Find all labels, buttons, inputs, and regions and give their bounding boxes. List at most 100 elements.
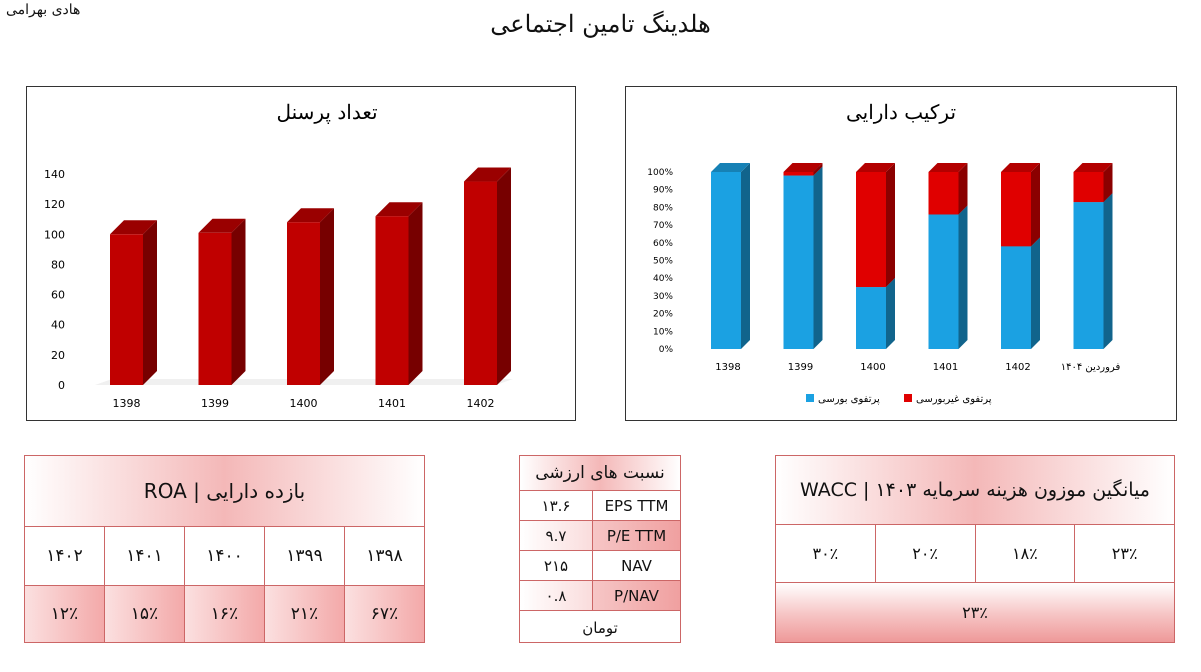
roa-year: ۱۳۹۹ [264,527,344,585]
roa-value: ۶۷٪ [344,586,424,642]
personnel-bar-side [497,167,511,385]
asset-bar-segment [1001,163,1040,247]
asset-x-label: 1402 [1005,362,1030,373]
asset-x-label: 1400 [860,362,885,373]
wacc-title: میانگین موزون هزینه سرمایه ۱۴۰۳ | WACC [776,456,1174,525]
roa-years-row: ۱۳۹۸ ۱۳۹۹ ۱۴۰۰ ۱۴۰۱ ۱۴۰۲ [25,527,424,586]
roa-value: ۱۲٪ [25,586,104,642]
asset-bar-segment-front [1073,172,1104,203]
asset-y-tick: 30% [653,292,673,302]
wacc-rate: ۱۸٪ [974,525,1075,582]
asset-bar-segment [711,163,750,349]
asset-y-tick: 0% [659,345,674,355]
personnel-chart-title: تعداد پرسنل [276,100,377,124]
asset-x-label: 1398 [715,362,740,373]
asset-bar-segment [856,163,895,288]
valuation-row: ۱۳.۶ EPS TTM [520,491,680,521]
personnel-x-label: 1401 [378,397,406,410]
asset-bar-segment [783,163,823,176]
personnel-y-tick: 120 [44,198,65,211]
asset-y-tick: 80% [653,203,673,213]
asset-bar-segment-side [1031,237,1040,349]
asset-bar-segment-side [958,163,968,215]
personnel-bar-front [287,222,320,385]
valuation-row: ۰.۸ P/NAV [520,581,680,611]
personnel-x-label: 1399 [201,397,229,410]
valuation-panel: نسبت های ارزشی ۱۳.۶ EPS TTM ۹.۷ P/E TTM … [519,455,681,643]
asset-bar-segment-side [958,205,968,349]
roa-title: بازده دارایی | ROA [25,456,424,527]
asset-x-label: 1399 [788,362,813,373]
asset-bar-segment [783,166,823,349]
asset-y-tick: 90% [653,186,673,196]
asset-bar-segment-front [856,172,886,288]
wacc-rate: ۳۰٪ [812,544,839,563]
wacc-average: ۲۳٪ [776,583,1174,642]
legend-label: پرتفوی بورسی [818,394,880,405]
personnel-y-tick: 100 [44,228,65,241]
personnel-y-tick: 140 [44,168,65,181]
personnel-bar-side [143,220,157,385]
personnel-bar-top [464,167,511,182]
personnel-x-label: 1398 [113,397,141,410]
personnel-bar [110,220,157,385]
asset-bar-segment [928,205,968,349]
valuation-label: P/E TTM [593,521,680,550]
asset-y-tick: 40% [653,274,673,284]
asset-bar-segment-top [856,163,895,172]
wacc-rate: ۲۰٪ [874,525,975,582]
author-name: هادی بهرامی [6,2,81,18]
valuation-row: ۲۱۵ NAV [520,551,680,581]
personnel-bar-top [198,218,246,233]
wacc-panel: میانگین موزون هزینه سرمایه ۱۴۰۳ | WACC ۲… [775,455,1175,643]
asset-y-tick: 10% [653,327,673,337]
asset-composition-chart-svg: ترکیب دارایی 0% 10% 20% 30% 40% 50% 60% 70% 80% 9… [647,100,1120,405]
personnel-y-tick: 80 [51,258,65,271]
valuation-value: ۰.۸ [520,581,593,610]
personnel-y-axis: 0 20 40 60 80 100 120 140 [44,168,65,392]
legend-swatch [904,394,912,402]
asset-y-tick: 70% [653,221,673,231]
asset-y-tick: 20% [653,310,673,320]
personnel-bar-front [464,181,497,385]
valuation-unit: تومان [582,618,618,637]
roa-value: ۱۶٪ [184,586,264,642]
roa-year: ۱۴۰۲ [46,546,83,566]
asset-composition-chart: ترکیب دارایی 0% 10% 20% 30% 40% 50% 60% 70% 80% 9… [625,86,1177,421]
asset-bar-segment-side [886,278,895,349]
valuation-label: EPS TTM [604,496,669,515]
asset-bar-segment-side [813,163,823,176]
roa-year: ۱۴۰۱ [104,527,184,585]
asset-bar-segment-side [813,166,823,349]
asset-bar-segment-front [783,172,814,176]
asset-bar-segment [856,278,895,349]
roa-year: ۱۴۰۰ [184,527,264,585]
personnel-y-tick: 20 [51,349,65,362]
personnel-y-tick: 40 [51,319,65,332]
asset-legend: پرتفوی بورسی پرتفوی غیربورسی [806,394,992,405]
roa-values-row: ۶۷٪ ۲۱٪ ۱۶٪ ۱۵٪ ۱۲٪ [25,586,424,642]
page-title: هلدینگ تامین اجتماعی [490,10,711,38]
asset-y-tick: 100% [647,168,673,178]
roa-year: ۱۳۹۸ [344,527,424,585]
asset-bar-segment-top [711,163,750,172]
asset-bar-segment [1073,163,1113,203]
personnel-y-tick: 0 [58,379,65,392]
roa-value: ۱۵٪ [104,586,184,642]
asset-bar-segment-front [711,172,741,349]
valuation-value: ۲۱۵ [520,551,593,580]
asset-bar-segment-front [856,287,886,349]
personnel-bar-top [110,220,157,235]
valuation-row: ۹.۷ P/E TTM [520,521,680,551]
personnel-bar [198,218,246,385]
asset-bar-segment-front [1001,172,1031,247]
personnel-chart: تعداد پرسنل 0 20 40 60 80 100 120 140 1398 1399 14… [26,86,576,421]
roa-value: ۲۱٪ [264,586,344,642]
asset-bar-segment-front [1073,202,1104,349]
legend-label: پرتفوی غیربورسی [916,394,992,405]
asset-bar-segment-front [928,214,959,349]
asset-bar-segment-front [783,175,814,349]
valuation-value: ۱۳.۶ [520,491,593,520]
personnel-x-label: 1400 [290,397,318,410]
valuation-label: P/NAV [593,581,680,610]
